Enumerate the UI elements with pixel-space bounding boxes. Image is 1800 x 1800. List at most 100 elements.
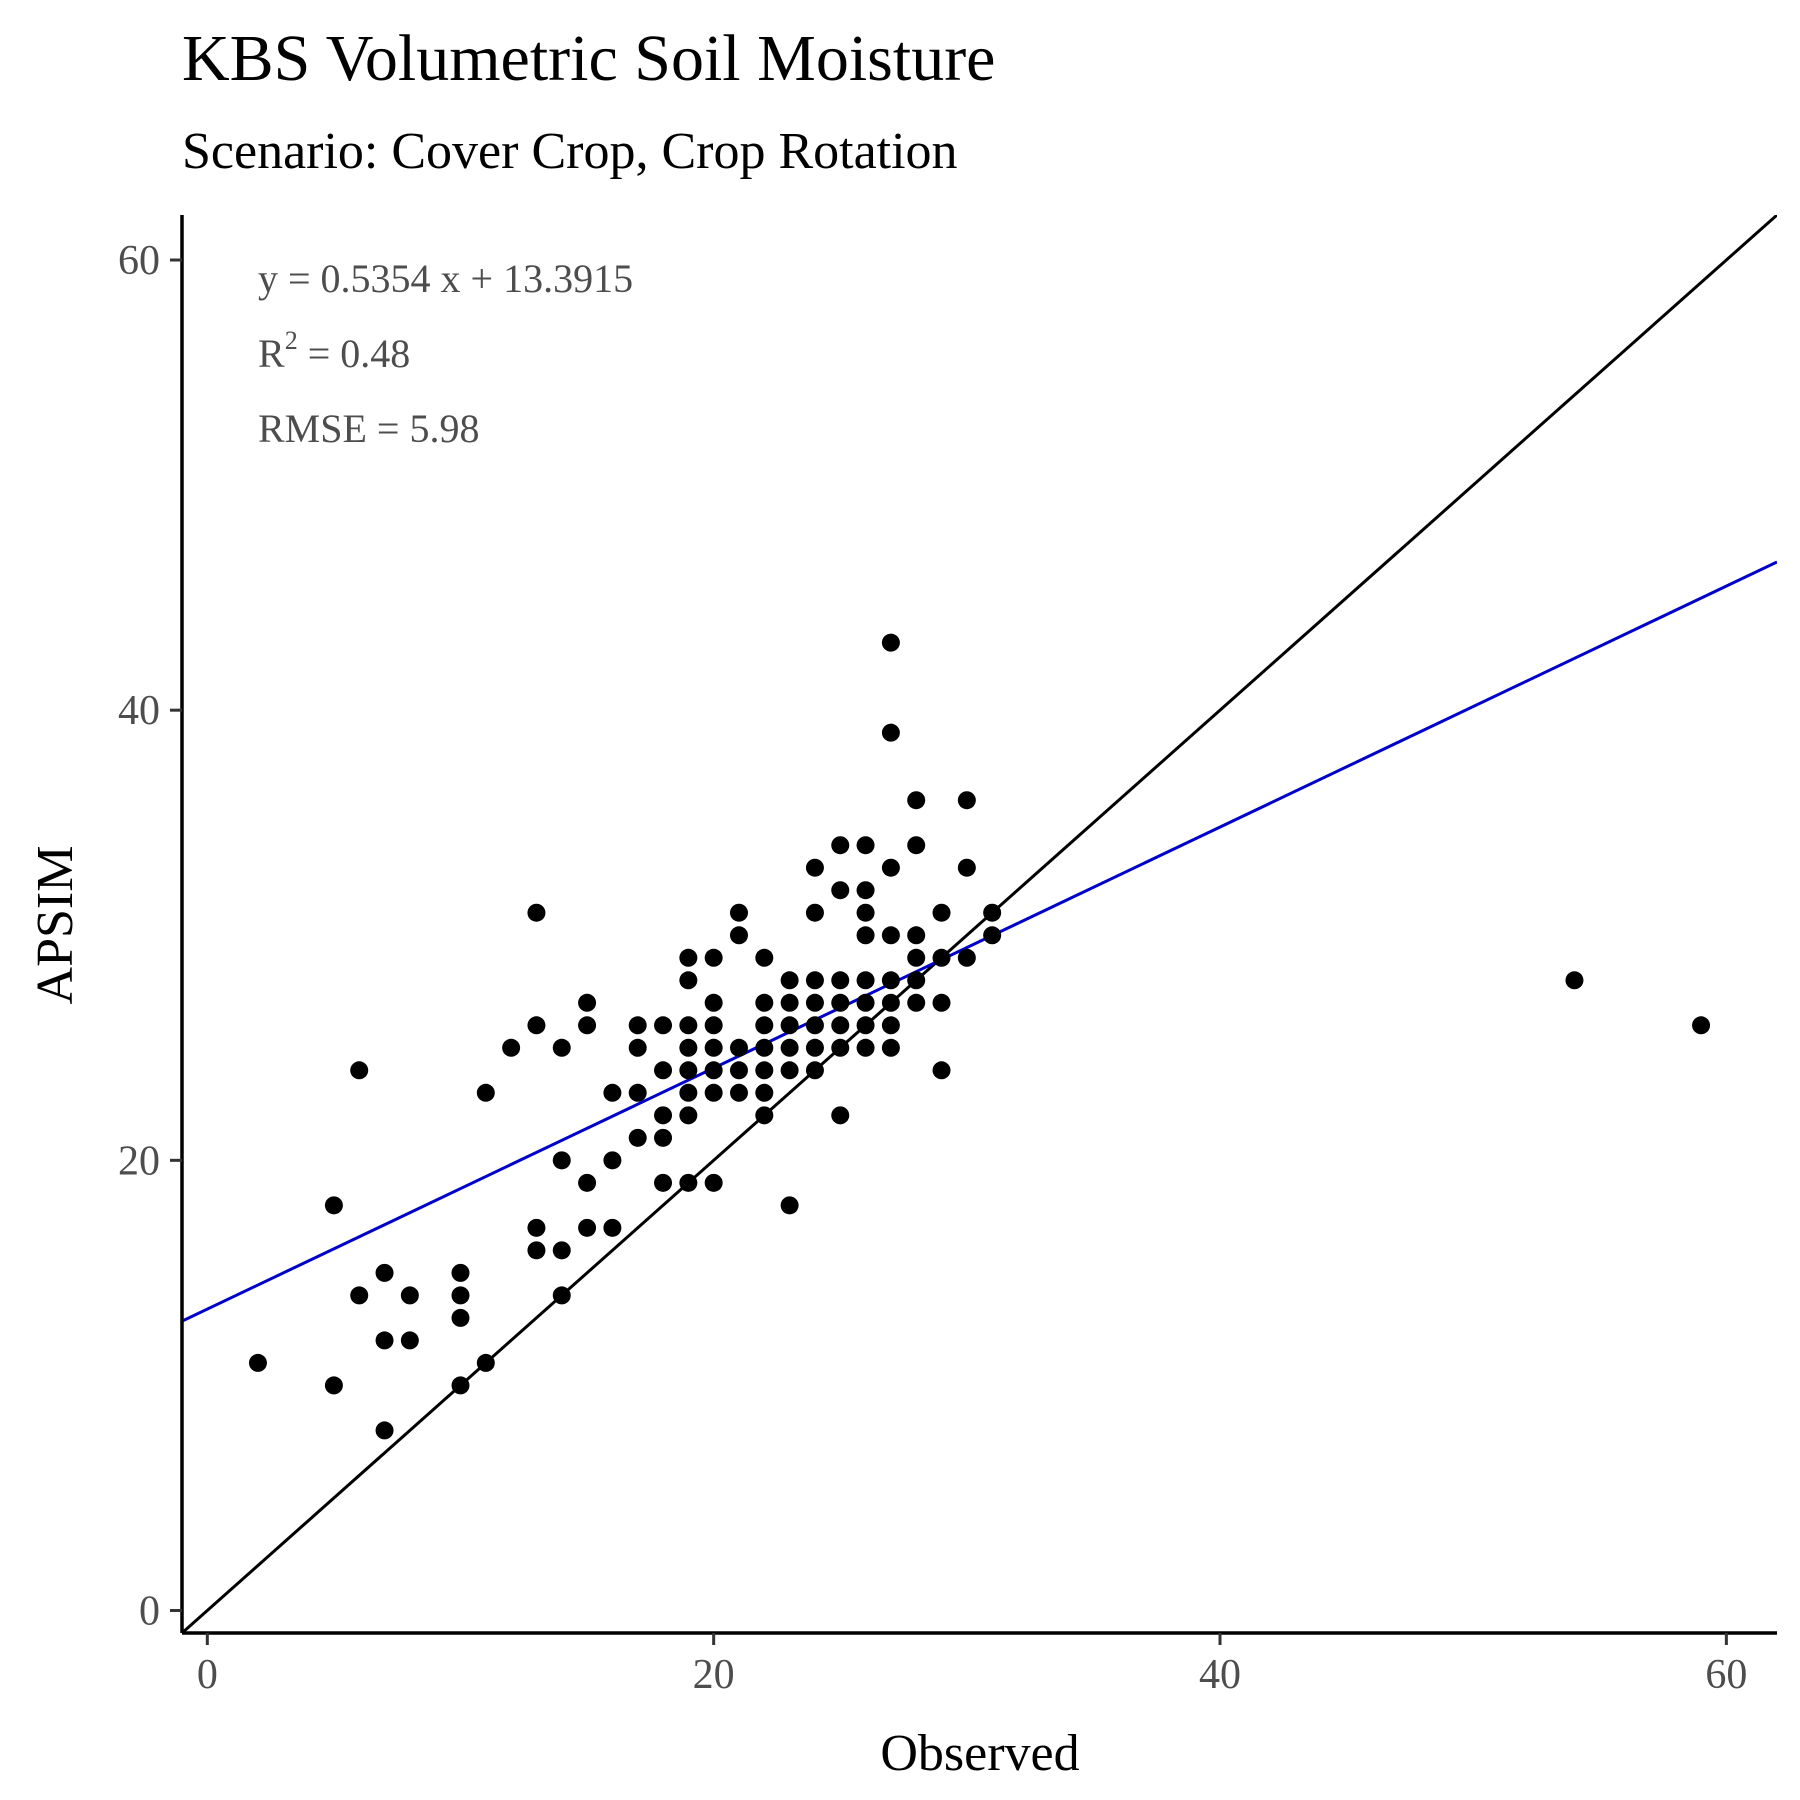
data-point <box>729 1061 748 1080</box>
y-tick-label: 20 <box>118 1138 160 1184</box>
data-point <box>932 993 951 1012</box>
data-point <box>805 1038 824 1057</box>
data-point <box>907 836 926 855</box>
data-point <box>856 1016 875 1035</box>
chart-title: KBS Volumetric Soil Moisture <box>182 22 995 95</box>
y-axis-label: APSIM <box>27 846 84 1005</box>
data-point <box>654 1061 673 1080</box>
data-point <box>704 1038 723 1057</box>
data-point <box>451 1376 470 1395</box>
data-point <box>628 1016 647 1035</box>
data-point <box>527 1241 546 1260</box>
data-point <box>578 993 597 1012</box>
data-point <box>831 836 850 855</box>
data-point <box>527 1016 546 1035</box>
data-point <box>628 1038 647 1057</box>
data-point <box>856 836 875 855</box>
data-point <box>350 1061 369 1080</box>
r-squared-label: R2 = 0.48 <box>258 326 410 376</box>
data-point <box>679 1061 698 1080</box>
data-point <box>375 1421 394 1440</box>
data-point <box>729 903 748 922</box>
data-point <box>679 1016 698 1035</box>
data-point <box>881 1038 900 1057</box>
data-point <box>805 1061 824 1080</box>
data-point <box>957 791 976 810</box>
data-point <box>957 948 976 967</box>
data-point <box>502 1038 521 1057</box>
data-point <box>248 1353 267 1372</box>
plot-area: 0 20 40 60 0 20 40 60 <box>118 215 1777 1698</box>
data-point <box>654 1173 673 1192</box>
data-point <box>552 1241 571 1260</box>
data-point <box>780 993 799 1012</box>
r-squared-symbol: R <box>258 331 285 376</box>
data-point <box>375 1263 394 1282</box>
data-point <box>628 1128 647 1147</box>
data-point <box>400 1331 419 1350</box>
data-point <box>654 1016 673 1035</box>
data-point <box>552 1286 571 1305</box>
data-point <box>907 791 926 810</box>
data-point <box>654 1128 673 1147</box>
data-point <box>704 948 723 967</box>
equation-label: y = 0.5354 x + 13.3915 <box>258 256 633 301</box>
data-point <box>881 633 900 652</box>
data-point <box>755 1061 774 1080</box>
data-point <box>805 1016 824 1035</box>
data-point <box>552 1151 571 1170</box>
data-point <box>324 1196 343 1215</box>
data-point <box>907 971 926 990</box>
data-point <box>755 1016 774 1035</box>
data-point <box>805 858 824 877</box>
data-point <box>729 926 748 945</box>
r-squared-value: = 0.48 <box>298 331 411 376</box>
data-point <box>679 1173 698 1192</box>
data-point <box>679 971 698 990</box>
data-point <box>729 1038 748 1057</box>
data-point <box>805 971 824 990</box>
y-tick-label: 60 <box>118 238 160 284</box>
data-point <box>831 881 850 900</box>
data-point <box>856 926 875 945</box>
data-point <box>654 1106 673 1125</box>
y-tick-label: 40 <box>118 688 160 734</box>
data-point <box>1692 1016 1711 1035</box>
data-point <box>780 1016 799 1035</box>
data-point <box>324 1376 343 1395</box>
data-point <box>603 1218 622 1237</box>
data-point <box>932 948 951 967</box>
data-point <box>907 926 926 945</box>
data-point <box>805 903 824 922</box>
data-point <box>755 993 774 1012</box>
data-point <box>983 903 1002 922</box>
data-point <box>831 1038 850 1057</box>
data-point <box>805 993 824 1012</box>
x-axis-label: Observed <box>880 1725 1079 1782</box>
data-point <box>679 948 698 967</box>
data-point <box>704 1173 723 1192</box>
data-point <box>780 1061 799 1080</box>
chart-subtitle: Scenario: Cover Crop, Crop Rotation <box>182 123 958 180</box>
data-point <box>451 1308 470 1327</box>
data-point <box>628 1083 647 1102</box>
data-point <box>350 1286 369 1305</box>
data-point <box>552 1038 571 1057</box>
data-point <box>704 993 723 1012</box>
x-tick-label: 0 <box>197 1652 218 1698</box>
data-point <box>856 971 875 990</box>
data-point <box>957 858 976 877</box>
data-point <box>400 1286 419 1305</box>
x-tick-label: 60 <box>1705 1652 1747 1698</box>
data-point <box>375 1331 394 1350</box>
data-point <box>780 1196 799 1215</box>
data-point <box>856 903 875 922</box>
data-point <box>704 1061 723 1080</box>
data-point <box>578 1173 597 1192</box>
x-tick-label: 40 <box>1199 1652 1241 1698</box>
data-point <box>831 971 850 990</box>
data-point <box>451 1286 470 1305</box>
data-point <box>831 1106 850 1125</box>
data-point <box>983 926 1002 945</box>
